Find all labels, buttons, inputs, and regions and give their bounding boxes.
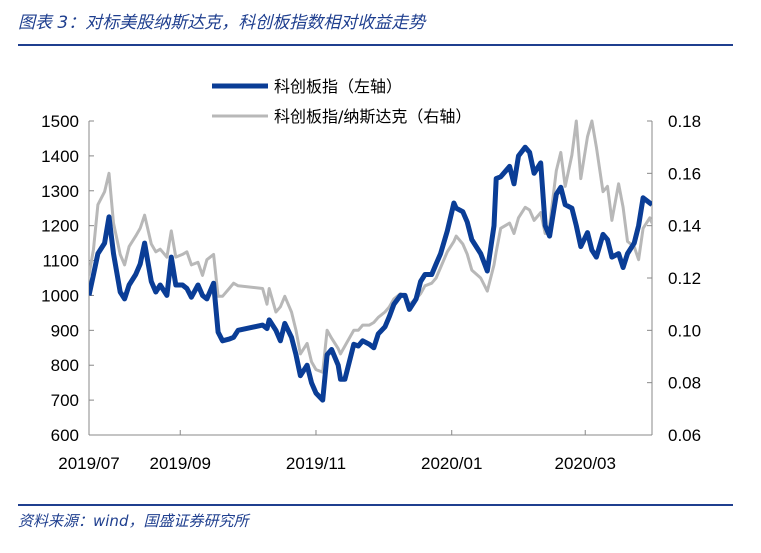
left-tick-label: 1000 [41, 286, 79, 305]
right-tick-label: 0.12 [668, 269, 701, 288]
left-tick-label: 1300 [41, 182, 79, 201]
chart-series [89, 119, 652, 403]
series-line-index [89, 144, 652, 403]
left-tick-label: 800 [51, 356, 79, 375]
left-tick-label: 1100 [42, 252, 79, 271]
title-rule [18, 44, 733, 46]
legend-label-index: 科创板指（左轴） [274, 77, 402, 96]
right-tick-label: 0.10 [668, 321, 701, 340]
chart-axes: 600 700 800 900 1000 1100 1200 1300 1400 1500 0.06… [41, 112, 701, 473]
right-tick-label: 0.16 [668, 164, 701, 183]
chart-legend: 科创板指（左轴） 科创板指/纳斯达克（右轴） [212, 77, 471, 126]
right-tick-label: 0.08 [668, 374, 701, 393]
left-tick-label: 1500 [41, 112, 79, 131]
left-tick-label: 900 [51, 321, 79, 340]
figure-source: 资料来源：wind，国盛证券研究所 [18, 512, 249, 530]
source-rule [18, 504, 733, 506]
left-tick-label: 600 [51, 426, 79, 445]
x-tick-label: 2019/09 [150, 454, 211, 473]
x-tick-label: 2020/01 [421, 454, 482, 473]
right-tick-label: 0.18 [668, 112, 701, 131]
left-tick-label: 1200 [41, 217, 79, 236]
legend-label-ratio: 科创板指/纳斯达克（右轴） [274, 107, 471, 126]
x-tick-label: 2019/11 [286, 454, 346, 473]
x-tick-label: 2019/07 [58, 454, 119, 473]
x-tick-label: 2020/03 [555, 454, 616, 473]
right-tick-label: 0.14 [668, 217, 701, 236]
series-line-ratio [89, 119, 652, 374]
figure-title: 图表 3：对标美股纳斯达克，科创板指数相对收益走势 [18, 13, 426, 33]
right-tick-label: 0.06 [668, 426, 701, 445]
left-tick-label: 700 [51, 391, 79, 410]
left-tick-label: 1400 [41, 147, 79, 166]
